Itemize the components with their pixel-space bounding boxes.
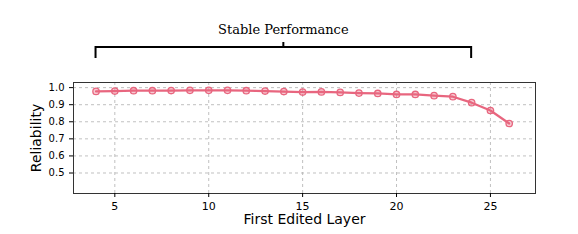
svg-text:First Edited Layer: First Edited Layer [243, 211, 365, 227]
svg-text:0.7: 0.7 [49, 133, 65, 144]
svg-text:20: 20 [390, 200, 404, 213]
svg-text:10: 10 [202, 200, 216, 213]
svg-text:25: 25 [483, 200, 497, 213]
svg-text:0.6: 0.6 [49, 150, 65, 161]
svg-text:0.8: 0.8 [49, 116, 65, 127]
svg-text:15: 15 [295, 200, 310, 214]
svg-text:Stable Performance: Stable Performance [218, 22, 349, 37]
svg-text:5: 5 [111, 200, 118, 213]
svg-text:0.9: 0.9 [49, 99, 65, 110]
svg-text:0.5: 0.5 [49, 167, 65, 178]
svg-text:Reliability: Reliability [28, 104, 44, 172]
svg-text:1.0: 1.0 [49, 82, 65, 93]
